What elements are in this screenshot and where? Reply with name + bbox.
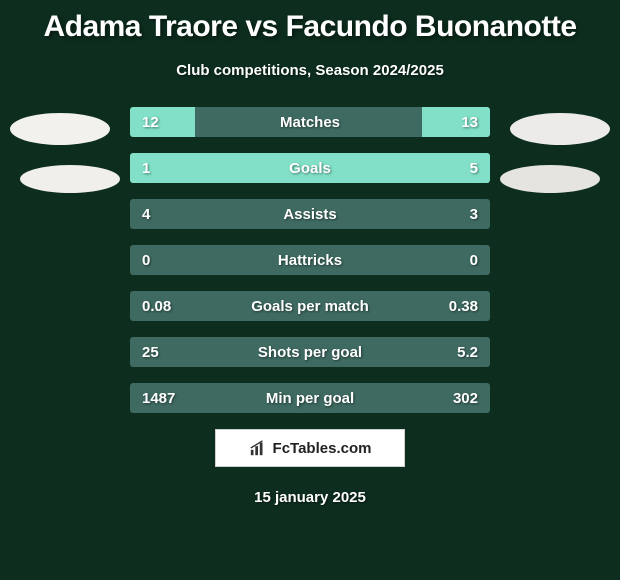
- stat-label: Goals: [130, 153, 490, 183]
- stat-value-right: 3: [470, 199, 478, 229]
- stat-value-right: 302: [453, 383, 478, 413]
- page-subtitle: Club competitions, Season 2024/2025: [0, 62, 620, 79]
- stat-label: Matches: [130, 107, 490, 137]
- stat-row: 25 Shots per goal 5.2: [130, 337, 490, 367]
- stat-row: 1487 Min per goal 302: [130, 383, 490, 413]
- stat-label: Shots per goal: [130, 337, 490, 367]
- attribution-logo-icon: [249, 439, 267, 457]
- club-badge-left-2: [20, 165, 120, 193]
- attribution-badge[interactable]: FcTables.com: [215, 429, 405, 467]
- stat-rows: 12 Matches 13 1 Goals 5 4 Assists 3 0 Ha…: [130, 107, 490, 413]
- club-badge-right-2: [500, 165, 600, 193]
- comparison-chart: 12 Matches 13 1 Goals 5 4 Assists 3 0 Ha…: [0, 107, 620, 413]
- stat-label: Goals per match: [130, 291, 490, 321]
- stat-value-right: 0.38: [449, 291, 478, 321]
- stat-row: 1 Goals 5: [130, 153, 490, 183]
- stat-row: 4 Assists 3: [130, 199, 490, 229]
- stat-value-right: 5: [470, 153, 478, 183]
- stat-label: Min per goal: [130, 383, 490, 413]
- attribution-text: FcTables.com: [273, 440, 372, 457]
- stat-value-right: 0: [470, 245, 478, 275]
- stat-value-right: 5.2: [457, 337, 478, 367]
- club-badge-right-1: [510, 113, 610, 145]
- club-badge-left-1: [10, 113, 110, 145]
- stat-label: Assists: [130, 199, 490, 229]
- page-title: Adama Traore vs Facundo Buonanotte: [0, 0, 620, 44]
- stat-value-right: 13: [461, 107, 478, 137]
- page-date: 15 january 2025: [0, 489, 620, 506]
- stat-row: 0.08 Goals per match 0.38: [130, 291, 490, 321]
- stat-row: 0 Hattricks 0: [130, 245, 490, 275]
- stat-label: Hattricks: [130, 245, 490, 275]
- stat-row: 12 Matches 13: [130, 107, 490, 137]
